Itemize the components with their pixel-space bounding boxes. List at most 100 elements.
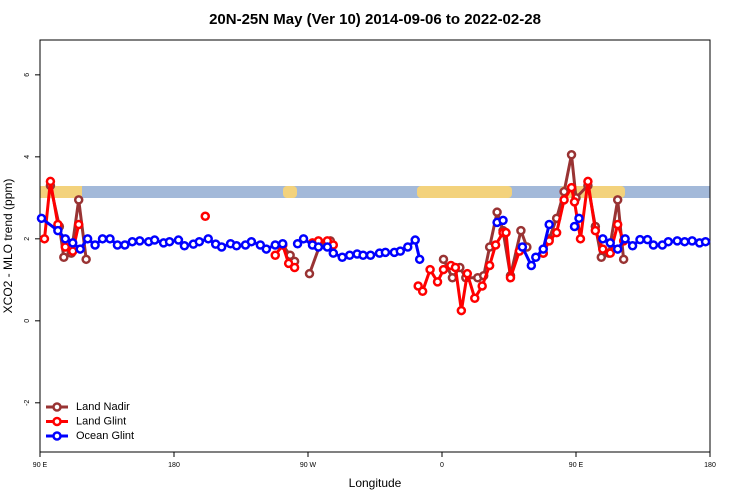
data-point [81,254,91,265]
data-point [501,227,511,238]
data-point [270,240,280,250]
data-point [246,236,257,247]
y-tick-label: 2 [24,237,31,241]
data-point [590,225,601,236]
legend-label: Ocean Glint [76,430,134,442]
y-tick-label: 0 [24,319,31,323]
data-point [627,241,638,251]
data-point [450,262,461,273]
y-tick-label: 4 [24,155,31,159]
data-point [97,234,108,244]
data-point [203,234,213,244]
map-strip [40,186,710,198]
data-point [337,252,347,263]
data-point [612,219,623,230]
data-point [298,234,309,244]
data-point [517,242,528,252]
data-point [470,293,480,304]
data-point [544,219,554,230]
data-point [559,195,569,205]
data-point [90,240,100,250]
data-point [551,227,562,238]
data-point [283,258,294,269]
data-point [39,234,50,244]
plot-frame [39,39,711,453]
x-tick-label: 90 E [33,462,48,469]
land-strip [283,186,297,198]
y-tick-label: -2 [24,400,31,406]
x-axis-label: Longitude [349,476,402,490]
x-tick-label: 90 E [569,462,584,469]
data-point [173,235,184,245]
y-tick-label: 6 [24,73,31,77]
chart-title: 20N-25N May (Ver 10) 2014-09-06 to 2022-… [209,11,541,28]
data-point [438,264,449,275]
data-point [164,236,175,247]
data-point [45,176,56,187]
legend-label: Land Glint [76,415,126,427]
data-point [687,236,697,246]
data-point [36,213,47,224]
data-point [663,236,674,247]
data-point [120,240,130,250]
data-point [59,252,69,263]
data-point [289,262,300,273]
data-point [105,234,115,244]
data-point [438,254,449,265]
data-point [292,238,303,249]
x-tick-label: 180 [168,462,180,469]
data-point [598,234,608,244]
legend: Land Nadir Land Glint Ocean Glint [46,401,134,442]
data-point [672,236,682,246]
data-point [700,236,711,247]
data-point [447,273,458,283]
data-point [498,215,508,226]
data-point [60,234,71,244]
data-point [598,244,608,254]
data-point [574,213,584,224]
data-point [605,238,615,248]
data-point [365,250,376,260]
data-point [605,248,615,258]
data-point [403,242,413,252]
data-point [380,247,391,258]
data-point [395,246,406,256]
legend-label: Land Nadir [76,401,130,413]
data-point [216,242,227,252]
data-point [414,254,425,265]
data-point [484,260,495,271]
data-point [575,234,586,244]
data-point [462,268,473,279]
land-strip [417,186,512,198]
x-tick-label: 90 W [300,462,317,469]
data-point [456,305,467,316]
data-point [635,234,645,245]
data-point [322,242,333,252]
legend-swatch-point [52,402,62,412]
data-point [612,195,623,205]
data-point [477,281,487,291]
data-point [313,242,324,252]
data-point [75,244,85,254]
data-point [68,238,78,248]
data-point [679,236,690,247]
data-point [179,241,190,251]
data-point [648,240,659,250]
data-point [526,260,537,271]
data-point [566,150,577,160]
data-point [194,236,205,247]
data-point [60,242,71,252]
data-point [620,234,630,244]
data-point [277,238,288,249]
x-tick-label: 0 [440,462,444,469]
data-point [432,277,443,287]
data-point [112,240,123,250]
data-point [490,240,501,250]
x-tick-label: 180 [704,462,716,469]
data-point [53,225,63,236]
data-point [200,211,211,222]
ocean-strip [40,186,710,198]
data-point [569,221,580,232]
